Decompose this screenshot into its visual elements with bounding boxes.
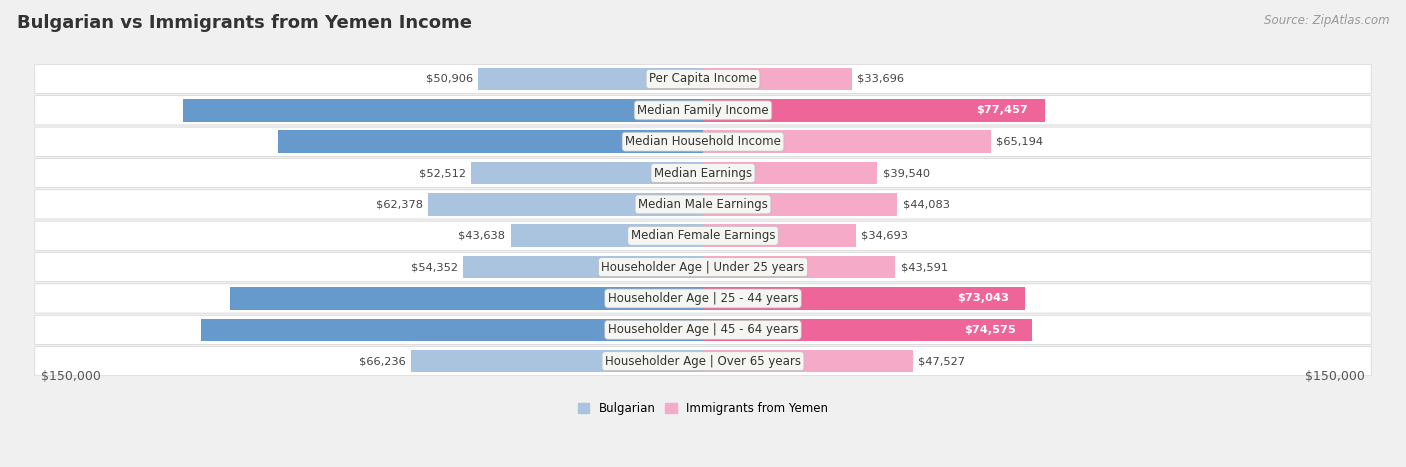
Text: $52,512: $52,512 (419, 168, 467, 178)
Text: $74,575: $74,575 (963, 325, 1015, 335)
Text: $50,906: $50,906 (426, 74, 474, 84)
Text: $107,264: $107,264 (679, 293, 740, 304)
Bar (703, 318, 1032, 341)
Bar (703, 68, 852, 90)
Text: $33,696: $33,696 (856, 74, 904, 84)
FancyBboxPatch shape (35, 64, 1371, 93)
Bar (703, 162, 877, 184)
Text: Householder Age | Under 25 years: Householder Age | Under 25 years (602, 261, 804, 274)
FancyBboxPatch shape (35, 158, 1371, 188)
Text: Median Earnings: Median Earnings (654, 167, 752, 179)
Text: Median Female Earnings: Median Female Earnings (631, 229, 775, 242)
Text: $96,290: $96,290 (682, 137, 734, 147)
Bar (231, 287, 703, 310)
Bar (183, 99, 703, 121)
Text: Median Household Income: Median Household Income (626, 135, 780, 148)
Text: $77,457: $77,457 (976, 106, 1028, 115)
FancyBboxPatch shape (35, 96, 1371, 125)
Bar (703, 99, 1045, 121)
Text: $47,527: $47,527 (918, 356, 965, 366)
Text: $39,540: $39,540 (883, 168, 929, 178)
FancyBboxPatch shape (35, 127, 1371, 156)
Text: $62,378: $62,378 (375, 199, 423, 209)
Bar (703, 287, 1025, 310)
Text: $73,043: $73,043 (957, 293, 1010, 304)
Legend: Bulgarian, Immigrants from Yemen: Bulgarian, Immigrants from Yemen (572, 397, 834, 420)
Text: Householder Age | Over 65 years: Householder Age | Over 65 years (605, 355, 801, 368)
Text: $150,000: $150,000 (41, 369, 101, 382)
Text: $54,352: $54,352 (411, 262, 458, 272)
Text: $113,883: $113,883 (678, 325, 738, 335)
FancyBboxPatch shape (35, 190, 1371, 219)
FancyBboxPatch shape (35, 221, 1371, 250)
Bar (510, 225, 703, 247)
Text: Median Family Income: Median Family Income (637, 104, 769, 117)
FancyBboxPatch shape (35, 347, 1371, 376)
Bar (411, 350, 703, 373)
Bar (471, 162, 703, 184)
Text: Per Capita Income: Per Capita Income (650, 72, 756, 85)
Text: $43,638: $43,638 (458, 231, 505, 241)
Bar (201, 318, 703, 341)
Bar (478, 68, 703, 90)
Text: Median Male Earnings: Median Male Earnings (638, 198, 768, 211)
Bar (703, 130, 990, 153)
Bar (703, 225, 856, 247)
Bar (703, 256, 896, 278)
Text: $117,818: $117,818 (678, 106, 737, 115)
FancyBboxPatch shape (35, 253, 1371, 282)
Text: $43,591: $43,591 (900, 262, 948, 272)
Bar (703, 193, 897, 216)
Text: Source: ZipAtlas.com: Source: ZipAtlas.com (1264, 14, 1389, 27)
Text: $65,194: $65,194 (995, 137, 1043, 147)
Bar (703, 350, 912, 373)
Text: $34,693: $34,693 (862, 231, 908, 241)
FancyBboxPatch shape (35, 315, 1371, 344)
Text: Bulgarian vs Immigrants from Yemen Income: Bulgarian vs Immigrants from Yemen Incom… (17, 14, 472, 32)
Bar (464, 256, 703, 278)
Text: $150,000: $150,000 (1305, 369, 1365, 382)
FancyBboxPatch shape (35, 284, 1371, 313)
Bar (278, 130, 703, 153)
Text: $66,236: $66,236 (359, 356, 405, 366)
Bar (427, 193, 703, 216)
Text: Householder Age | 45 - 64 years: Householder Age | 45 - 64 years (607, 323, 799, 336)
Text: $44,083: $44,083 (903, 199, 949, 209)
Text: Householder Age | 25 - 44 years: Householder Age | 25 - 44 years (607, 292, 799, 305)
